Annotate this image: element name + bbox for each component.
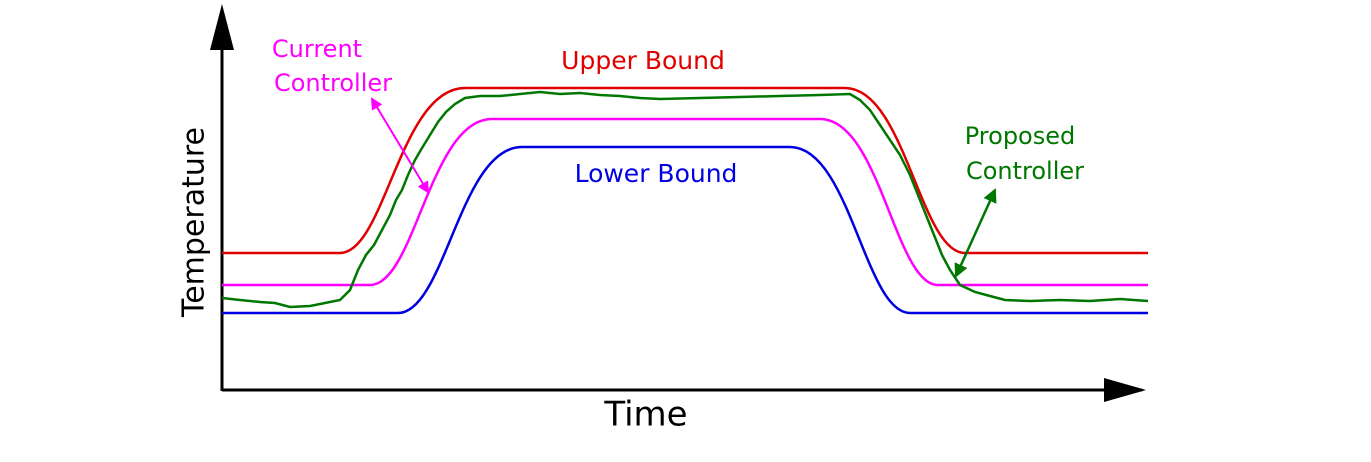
x-axis-label: Time: [603, 395, 687, 435]
lower-bound-label: Lower Bound: [575, 159, 738, 188]
y-axis-label: Temperature: [177, 127, 212, 318]
proposed-controller-curve: [221, 90, 1149, 309]
y-arrow: [210, 4, 234, 50]
current-controller-curve: [222, 117, 1148, 287]
current-controller-label: Current: [272, 35, 362, 63]
lower-bound-curve: [222, 145, 1148, 315]
proposed-controller-label: Controller: [966, 157, 1084, 185]
proposed-controller-label: Proposed: [965, 122, 1076, 150]
upper-bound-label: Upper Bound: [561, 46, 725, 75]
axes: [220, 14, 1142, 392]
x-arrow: [1104, 378, 1146, 402]
current-controller-label: Controller: [274, 69, 392, 97]
proposed-controller-pointer: [954, 188, 997, 278]
current-controller-pointer: [370, 97, 430, 194]
upper-bound-curve: [222, 86, 1148, 255]
